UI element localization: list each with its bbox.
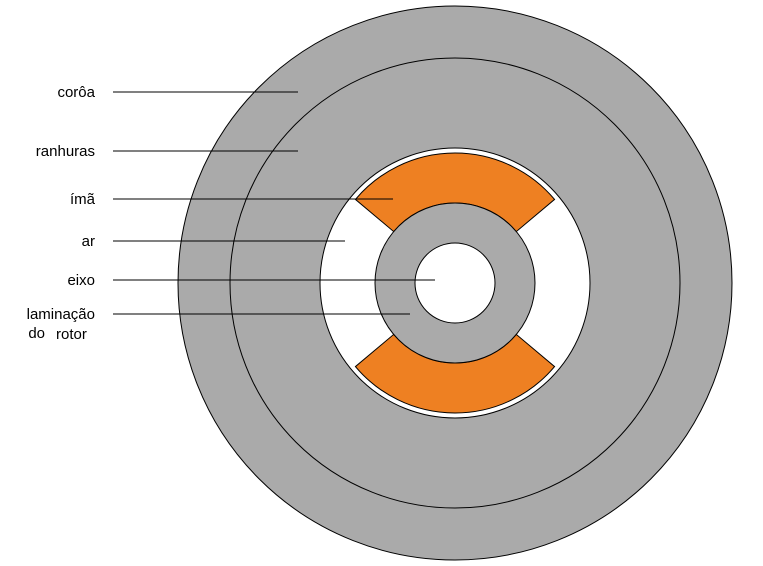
ring-shaft [415,243,495,323]
label-coroa: corôa [57,84,95,101]
label-laminacao3: rotor [56,326,87,343]
label-laminacao2: do [28,325,45,342]
label-ranhuras: ranhuras [36,143,95,160]
label-laminacao1: laminação [27,306,95,323]
label-ima: ímã [70,191,96,208]
label-eixo: eixo [67,272,95,289]
label-ar: ar [82,233,95,250]
